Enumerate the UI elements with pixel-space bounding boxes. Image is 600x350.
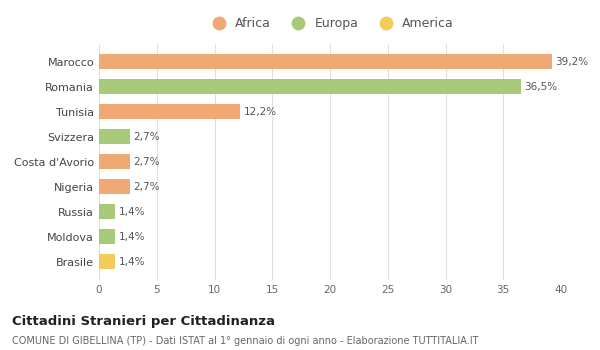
Bar xyxy=(99,204,115,219)
Text: 36,5%: 36,5% xyxy=(524,82,557,92)
Text: 2,7%: 2,7% xyxy=(134,132,160,142)
Text: COMUNE DI GIBELLINA (TP) - Dati ISTAT al 1° gennaio di ogni anno - Elaborazione : COMUNE DI GIBELLINA (TP) - Dati ISTAT al… xyxy=(12,336,479,346)
Bar xyxy=(99,104,240,119)
Text: 1,4%: 1,4% xyxy=(119,232,145,242)
Text: 1,4%: 1,4% xyxy=(119,207,145,217)
Text: Cittadini Stranieri per Cittadinanza: Cittadini Stranieri per Cittadinanza xyxy=(12,315,275,328)
Bar xyxy=(99,154,130,169)
Bar xyxy=(99,179,130,194)
Text: 39,2%: 39,2% xyxy=(555,57,589,67)
Bar xyxy=(99,229,115,244)
Bar xyxy=(99,130,130,145)
Text: 2,7%: 2,7% xyxy=(134,157,160,167)
Text: 2,7%: 2,7% xyxy=(134,182,160,192)
Bar xyxy=(99,79,521,94)
Text: 1,4%: 1,4% xyxy=(119,257,145,267)
Text: 12,2%: 12,2% xyxy=(244,107,277,117)
Bar xyxy=(99,254,115,269)
Bar xyxy=(99,55,552,69)
Legend: Africa, Europa, America: Africa, Europa, America xyxy=(201,12,459,35)
